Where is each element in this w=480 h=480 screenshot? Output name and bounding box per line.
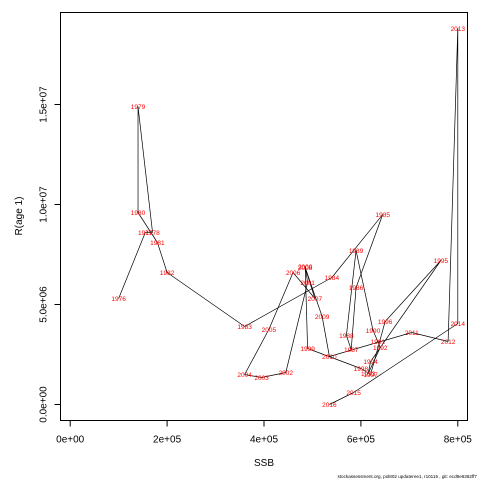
point-label-1991: 1991 [371, 339, 386, 346]
point-label-1984: 1984 [325, 275, 340, 282]
x-axis: 0e+00 2e+05 4e+05 6e+05 8e+05 [56, 420, 473, 446]
series-segment [244, 329, 270, 375]
x-tick-label: 4e+05 [250, 435, 279, 446]
series-segment [261, 372, 286, 378]
point-label-1982: 1982 [160, 270, 175, 277]
point-label-1977: 1977 [138, 230, 153, 237]
point-label-2004: 2004 [237, 372, 252, 379]
series-segment [268, 272, 294, 330]
point-label-1987: 1987 [344, 347, 359, 354]
point-label-1999: 1999 [300, 346, 315, 353]
y-tick-label: 1.0e+07 [39, 186, 50, 223]
point-label-2013: 2013 [451, 26, 466, 33]
point-label-1981: 1981 [150, 240, 165, 247]
series-segment [118, 232, 146, 299]
point-label-1983: 1983 [237, 324, 252, 331]
series-segment [244, 374, 262, 378]
point-label-1988: 1988 [339, 333, 354, 340]
point-label-1980: 1980 [131, 210, 146, 217]
point-label-1997: 1997 [363, 372, 378, 379]
point-label-1979: 1979 [131, 104, 146, 111]
series-segment [137, 106, 153, 233]
point-label-1989: 1989 [349, 248, 364, 255]
point-label-1990: 1990 [366, 328, 381, 335]
series-segment [346, 250, 357, 336]
series-segment [360, 368, 371, 375]
series-segment [166, 272, 245, 327]
series-segment [331, 214, 383, 278]
point-label-2005: 2005 [262, 327, 277, 334]
point-label-1998: 1998 [354, 366, 369, 373]
point-label-1993: 1993 [361, 371, 376, 378]
point-label-2011: 2011 [405, 330, 419, 337]
y-axis-label: R(age 1) [14, 197, 25, 236]
series-segment [367, 361, 371, 374]
y-tick-label: 0.0e+00 [39, 386, 50, 423]
y-tick-label: 1.5e+07 [39, 86, 50, 123]
y-tick-label: 5.0e+06 [39, 286, 50, 323]
point-label-1978: 1978 [145, 230, 160, 237]
x-tick-label: 0e+00 [56, 435, 85, 446]
point-label-2015: 2015 [346, 390, 361, 397]
series-segment [447, 28, 459, 342]
x-tick-label: 6e+05 [347, 435, 376, 446]
point-label-2003: 2003 [254, 375, 269, 382]
point-label-2007: 2007 [308, 296, 323, 303]
series-segment [346, 335, 352, 350]
point-label-1996: 1996 [378, 319, 393, 326]
series-segment [292, 272, 316, 299]
x-axis-label: SSB [254, 458, 274, 469]
y-axis: 0.0e+00 5.0e+06 1.0e+07 1.5e+07 [39, 86, 61, 423]
footer-text: stockassessment.org, pol802 updateree1, … [337, 474, 477, 479]
series-segment [307, 348, 362, 369]
series-segment [329, 332, 412, 357]
series-segment [304, 266, 308, 349]
point-label-2008: 2008 [298, 265, 313, 272]
series-segment [321, 316, 330, 357]
point-label-2006: 2006 [286, 270, 301, 277]
series-segment [372, 330, 379, 342]
point-label-1994: 1994 [363, 359, 378, 366]
series-segment [370, 321, 386, 375]
point-label-2009: 2009 [315, 314, 330, 321]
point-label-2014: 2014 [451, 321, 466, 328]
series-segment [355, 250, 374, 331]
point-label-2010: 2010 [322, 354, 337, 361]
point-label-1985: 1985 [375, 212, 390, 219]
series-segment [304, 267, 323, 317]
series-segment [370, 260, 442, 362]
point-label-2002: 2002 [279, 370, 294, 377]
series-segment [355, 214, 384, 288]
series-segment [384, 260, 442, 322]
x-tick-label: 2e+05 [153, 435, 182, 446]
point-label-1976: 1976 [111, 296, 126, 303]
series-segment [244, 277, 333, 327]
series-segment [285, 282, 308, 373]
point-label-1995: 1995 [434, 258, 449, 265]
point-label-1986: 1986 [349, 285, 364, 292]
point-label-2012: 2012 [441, 339, 456, 346]
series-segment [353, 323, 459, 393]
point-label-2000: 2000 [298, 264, 313, 271]
point-label-1992: 1992 [373, 345, 388, 352]
point-label-2016: 2016 [322, 402, 337, 409]
series-segment [411, 332, 449, 342]
series-line [118, 28, 459, 405]
x-tick-label: 8e+05 [444, 435, 473, 446]
series-segment [157, 242, 168, 273]
series-segment [137, 212, 158, 243]
plot-frame [60, 12, 468, 421]
series-segment [350, 287, 357, 350]
series-segment [329, 392, 354, 405]
point-label-2001: 2001 [300, 280, 315, 287]
